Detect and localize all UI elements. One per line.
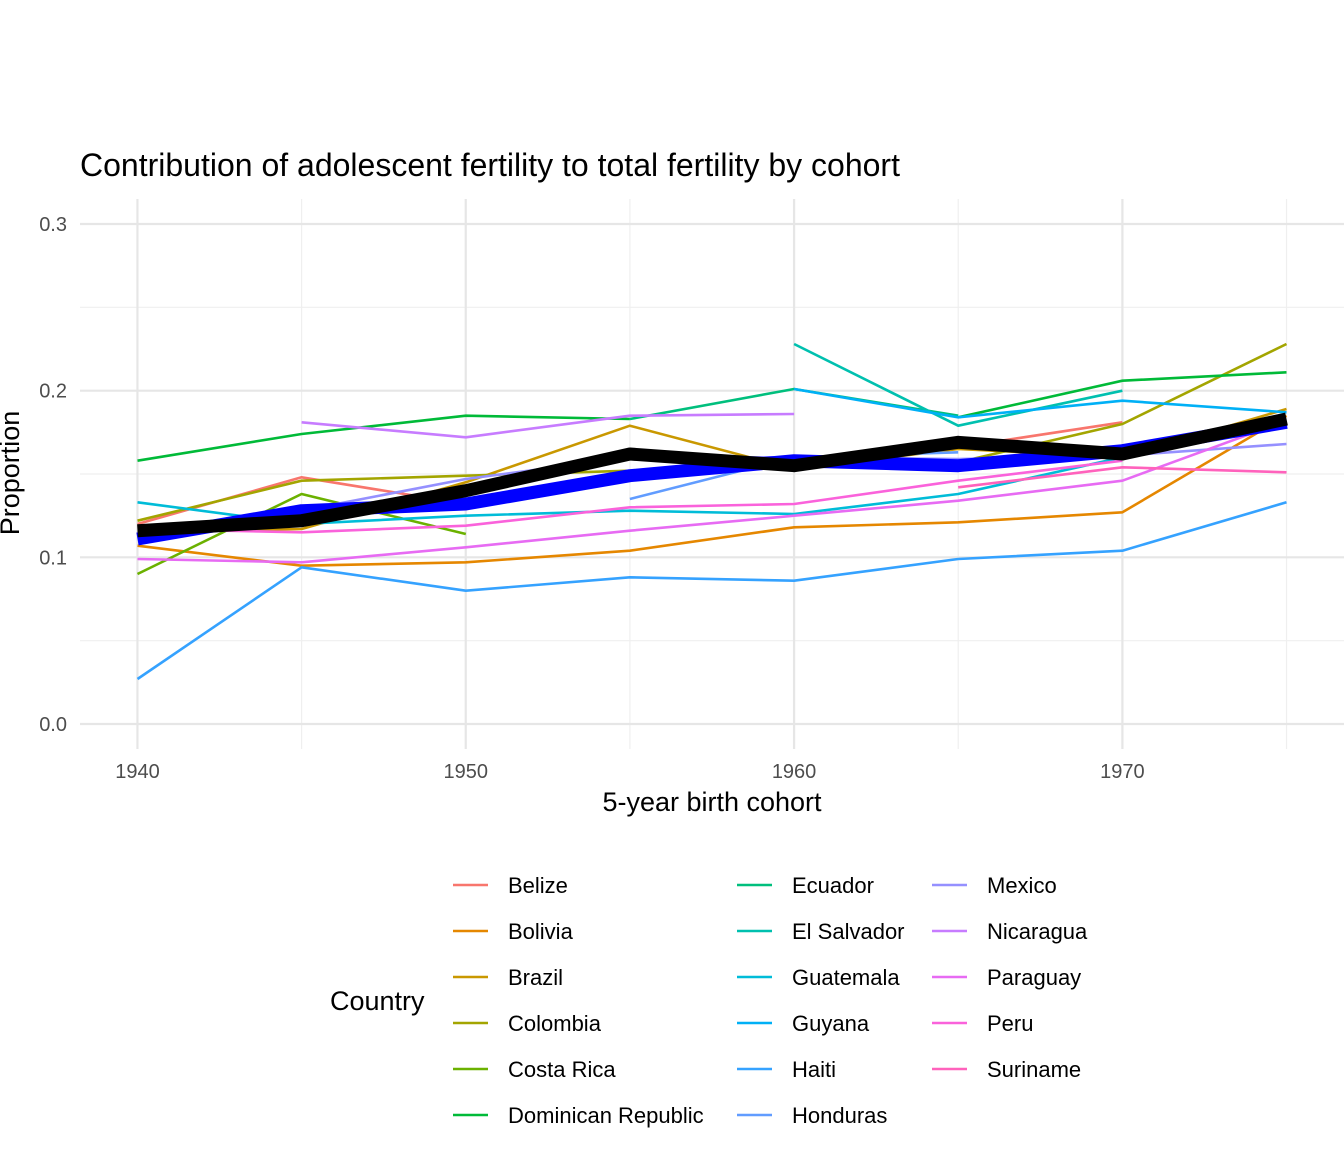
legend-label: El Salvador (792, 919, 905, 944)
legend-label: Brazil (508, 965, 563, 990)
legend-label: Paraguay (987, 965, 1081, 990)
legend-item: Brazil (453, 965, 563, 990)
gridlines (80, 199, 1344, 749)
chart-title: Contribution of adolescent fertility to … (80, 147, 900, 183)
legend-label: Costa Rica (508, 1057, 616, 1082)
series-lines (136, 342, 1288, 681)
series-line-peru (137, 459, 1123, 534)
legend-item: Honduras (737, 1103, 887, 1128)
legend-item: Costa Rica (453, 1057, 616, 1082)
legend-item: El Salvador (737, 919, 905, 944)
series-line-costa-rica (136, 492, 467, 576)
legend-title: Country (330, 986, 425, 1016)
legend-item: Colombia (453, 1011, 602, 1036)
x-tick-label: 1940 (115, 761, 160, 783)
legend: Country Belize Bolivia Brazil Colombia Costa… (330, 873, 1088, 1128)
y-axis-title: Proportion (0, 411, 25, 536)
legend-label: Dominican Republic (508, 1103, 704, 1128)
x-axis-ticks: 1940 1950 1960 1970 (115, 761, 1144, 783)
x-tick-label: 1950 (444, 761, 489, 783)
legend-label: Colombia (508, 1011, 602, 1036)
series-line-guyana (793, 387, 1287, 419)
legend-item: Paraguay (932, 965, 1081, 990)
legend-label: Guyana (792, 1011, 870, 1036)
legend-item: Peru (932, 1011, 1033, 1036)
y-axis-ticks: 0.0 0.1 0.2 0.3 (39, 214, 67, 736)
legend-label: Suriname (987, 1057, 1081, 1082)
legend-label: Nicaragua (987, 919, 1088, 944)
legend-label: Belize (508, 873, 568, 898)
legend-label: Haiti (792, 1057, 836, 1082)
legend-label: Bolivia (508, 919, 574, 944)
y-tick-label: 0.2 (39, 381, 67, 403)
legend-items: Belize Bolivia Brazil Colombia Costa Rica Dom… (453, 873, 1088, 1128)
legend-label: Guatemala (792, 965, 900, 990)
series-line-paraguay (137, 419, 1287, 564)
series-line-dominican-republic (137, 414, 630, 462)
x-tick-label: 1960 (772, 761, 817, 783)
legend-label: Peru (987, 1011, 1033, 1036)
legend-item: Bolivia (453, 919, 574, 944)
legend-item: Haiti (737, 1057, 836, 1082)
y-tick-label: 0.3 (39, 214, 67, 236)
legend-item: Nicaragua (932, 919, 1088, 944)
legend-item: Guatemala (737, 965, 900, 990)
legend-item: Ecuador (737, 873, 874, 898)
series-line-el-salvador (793, 342, 1123, 428)
legend-label: Ecuador (792, 873, 874, 898)
legend-item: Suriname (932, 1057, 1081, 1082)
series-line-regional-average-black (137, 412, 1288, 538)
legend-item: Dominican Republic (453, 1103, 704, 1128)
x-tick-label: 1970 (1100, 761, 1145, 783)
legend-item: Mexico (932, 873, 1057, 898)
legend-item: Guyana (737, 1011, 870, 1036)
y-tick-label: 0.1 (39, 547, 67, 569)
series-line-dominican-republic (957, 371, 1287, 419)
series-line-haiti (136, 501, 1287, 681)
legend-item: Belize (453, 873, 568, 898)
series-line-suriname (958, 465, 1287, 489)
legend-label: Mexico (987, 873, 1057, 898)
y-tick-label: 0.0 (39, 714, 67, 736)
x-axis-title: 5-year birth cohort (602, 787, 822, 817)
series-line-nicaragua (301, 412, 795, 439)
series-line-bolivia (137, 414, 1288, 568)
legend-label: Honduras (792, 1103, 887, 1128)
